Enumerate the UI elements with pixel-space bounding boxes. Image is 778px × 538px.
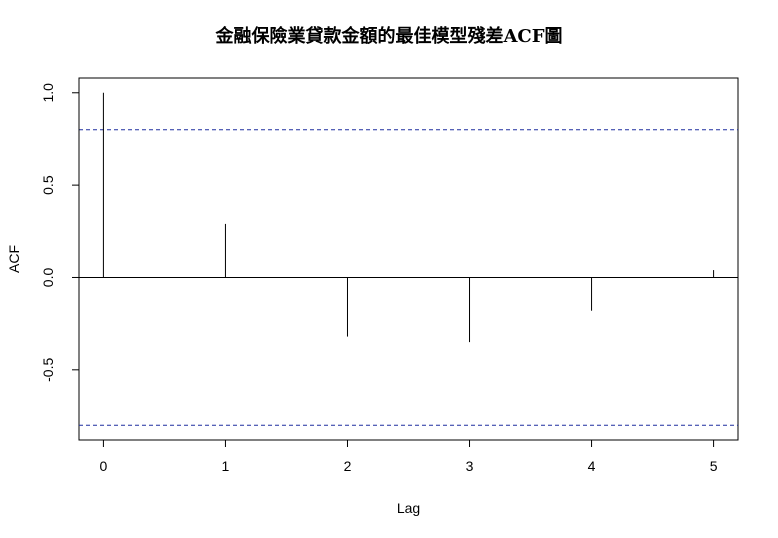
- x-tick-label: 2: [344, 458, 352, 474]
- x-tick-label: 3: [466, 458, 474, 474]
- y-axis: -0.5 0.0 0.5 1.0: [40, 83, 80, 382]
- y-tick-label: 0.5: [40, 175, 56, 195]
- y-tick-label: 0.0: [40, 268, 56, 288]
- plot-frame: [78, 77, 739, 441]
- y-tick-label: 1.0: [40, 83, 56, 103]
- acf-spikes: [102, 92, 715, 343]
- chart-title: 金融保險業貸款金額的最佳模型殘差ACF圖: [215, 26, 563, 47]
- x-tick-label: 4: [588, 458, 596, 474]
- x-tick-label: 0: [100, 458, 108, 474]
- x-tick-label: 5: [710, 458, 718, 474]
- x-axis-label: Lag: [397, 500, 420, 516]
- y-tick-label: -0.5: [40, 358, 56, 382]
- x-axis: 0 1 2 3 4 5: [100, 439, 718, 474]
- y-axis-label: ACF: [6, 245, 22, 273]
- x-tick-label: 1: [222, 458, 230, 474]
